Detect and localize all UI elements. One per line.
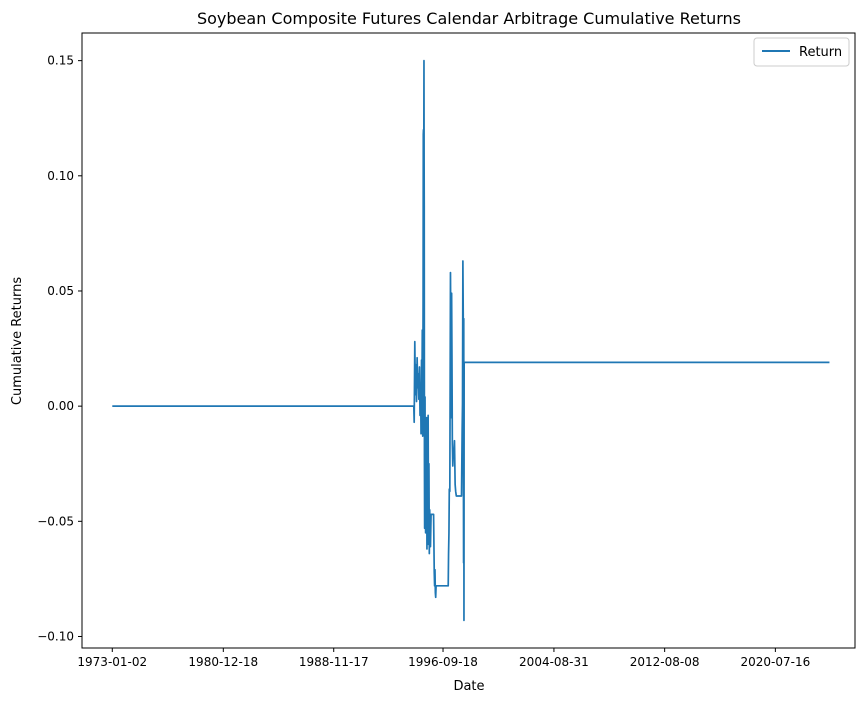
x-tick-label: 1980-12-18	[188, 655, 258, 669]
y-tick-label: 0.15	[47, 54, 74, 68]
plot-area	[81, 32, 856, 649]
y-tick-label: 0.10	[47, 169, 74, 183]
x-axis-label: Date	[453, 679, 484, 694]
x-tick-label: 1996-09-18	[408, 655, 478, 669]
chart-title: Soybean Composite Futures Calendar Arbit…	[197, 9, 741, 28]
legend-label-return: Return	[799, 45, 842, 60]
y-tick-label: 0.05	[47, 284, 74, 298]
y-tick-label: −0.05	[37, 514, 74, 528]
y-tick-label: 0.00	[47, 399, 74, 413]
legend: Return	[753, 37, 850, 67]
series-line-return	[112, 59, 830, 622]
x-tick-label: 2020-07-16	[740, 655, 810, 669]
y-axis: −0.10 −0.05 0.00 0.05 0.10 0.15	[37, 54, 82, 643]
legend-box	[753, 37, 850, 67]
x-tick-label: 2012-08-08	[630, 655, 700, 669]
x-tick-label: 1973-01-02	[77, 655, 147, 669]
y-tick-label: −0.10	[37, 629, 74, 643]
x-tick-label: 1988-11-17	[299, 655, 369, 669]
series-layer	[112, 59, 830, 622]
x-tick-label: 2004-08-31	[519, 655, 589, 669]
x-axis: 1973-01-02 1980-12-18 1988-11-17 1996-09-18…	[77, 648, 810, 669]
y-axis-label: Cumulative Returns	[10, 277, 25, 405]
